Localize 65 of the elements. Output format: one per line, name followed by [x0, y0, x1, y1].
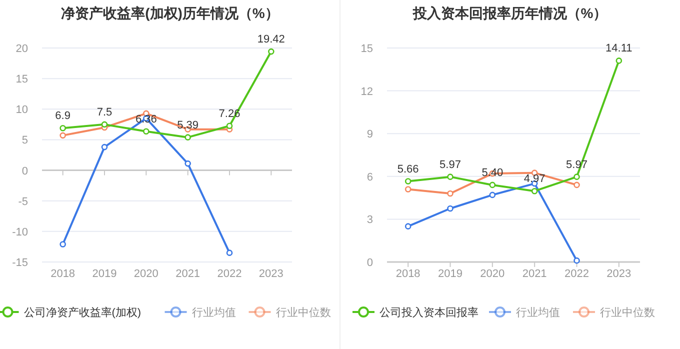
data-label: 7.5 — [96, 106, 112, 118]
chart-title: 净资产收益率(加权)历年情况（%） — [61, 5, 279, 21]
y-tick-label: 6 — [366, 171, 373, 184]
point — [226, 122, 233, 130]
x-tick-label: 2022 — [217, 268, 242, 280]
y-tick-label: 15 — [360, 43, 373, 55]
x-tick-label: 2022 — [564, 268, 589, 280]
data-label: 4.97 — [524, 173, 546, 186]
legend-label: 公司投入资本回报率 — [380, 306, 478, 319]
point — [226, 250, 233, 256]
y-tick-label: -15 — [12, 257, 28, 269]
point — [574, 182, 580, 188]
point — [143, 128, 150, 135]
x-tick-label: 2021 — [176, 268, 200, 280]
point — [404, 186, 412, 192]
x-tick-label: 2020 — [134, 268, 158, 280]
y-tick-label: 0 — [22, 165, 28, 178]
point — [60, 124, 66, 132]
point — [101, 121, 108, 128]
y-tick-label: 3 — [366, 214, 373, 226]
y-tick-label: 0 — [366, 257, 373, 269]
point — [489, 192, 496, 198]
point — [531, 188, 538, 194]
point — [184, 160, 191, 167]
point — [447, 174, 454, 180]
y-tick-label: -10 — [12, 226, 28, 238]
data-label: 14.11 — [606, 42, 632, 55]
legend-label: 公司净资产收益率(加权) — [24, 306, 142, 319]
x-tick-label: 2019 — [92, 268, 117, 280]
y-tick-label: 5 — [22, 134, 28, 147]
point — [184, 134, 191, 140]
legend-label: 行业中位数 — [600, 306, 655, 319]
x-tick-label: 2021 — [522, 268, 547, 280]
point — [404, 178, 412, 184]
legend-label: 行业均值 — [192, 306, 236, 319]
data-label: 5.97 — [440, 158, 461, 171]
y-tick-label: 9 — [366, 128, 373, 141]
y-tick-label: 12 — [360, 86, 373, 98]
point — [447, 190, 454, 197]
point — [574, 257, 580, 264]
chart-title: 投入资本回报率历年情况（%） — [412, 5, 608, 21]
data-label: 6.9 — [55, 110, 70, 122]
point — [60, 241, 66, 248]
point — [101, 144, 108, 150]
point — [447, 205, 454, 212]
point — [268, 48, 274, 55]
x-tick-label: 2020 — [480, 268, 505, 280]
point — [489, 182, 496, 188]
data-label: 5.66 — [397, 163, 419, 176]
legend-label: 行业均值 — [516, 306, 560, 319]
y-tick-label: 20 — [16, 43, 28, 55]
y-tick-label: 10 — [16, 104, 28, 116]
point — [616, 58, 622, 64]
point — [574, 174, 580, 180]
legend-label: 行业中位数 — [276, 306, 331, 319]
y-tick-label: -5 — [18, 196, 28, 208]
point — [60, 132, 66, 139]
point — [404, 223, 412, 230]
x-tick-label: 2018 — [396, 268, 420, 280]
x-tick-label: 2018 — [50, 268, 76, 280]
y-tick-label: 15 — [16, 74, 28, 86]
x-tick-label: 2023 — [258, 268, 284, 280]
data-label: 19.42 — [257, 34, 285, 46]
x-tick-label: 2019 — [438, 268, 462, 280]
x-tick-label: 2023 — [606, 268, 632, 280]
